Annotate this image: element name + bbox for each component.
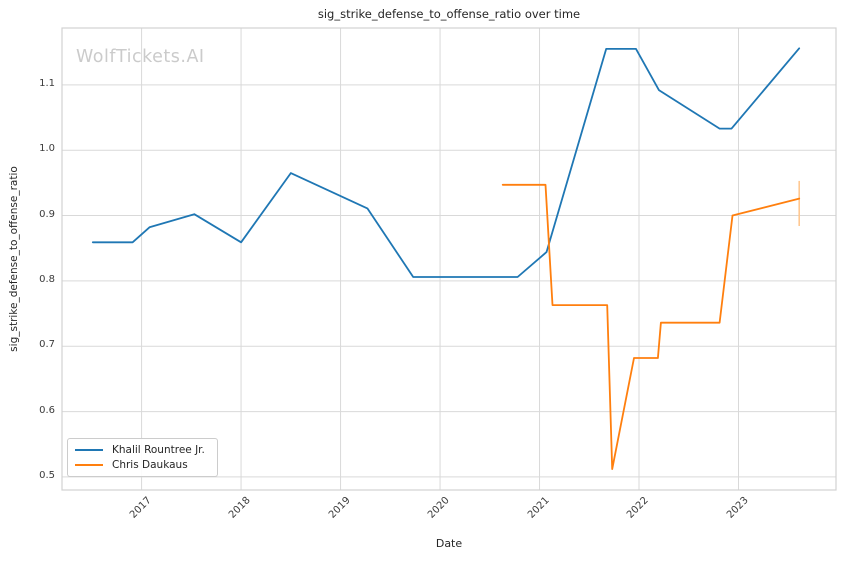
legend-item-chris-daukaus: Chris Daukaus	[75, 459, 217, 471]
legend-line-swatch-blue	[75, 448, 103, 451]
legend-label: Chris Daukaus	[112, 459, 188, 472]
series-line-khalil-rountree-jr	[91, 47, 801, 278]
watermark: WolfTickets.AI	[76, 47, 205, 67]
series-line-chris-daukaus	[501, 183, 801, 471]
axes-spines	[61, 27, 837, 491]
legend-label: Khalil Rountree Jr.	[112, 443, 205, 456]
chart-title: sig_strike_defense_to_offense_ratio over…	[317, 7, 581, 21]
x-axis-label: Date	[435, 537, 463, 550]
legend-item-khalil-rountree-jr: Khalil Rountree Jr.	[75, 444, 217, 456]
legend: Khalil Rountree Jr. Chris Daukaus	[67, 438, 218, 477]
legend-line-swatch-orange	[75, 464, 103, 467]
y-axis-label: sig_strike_defense_to_offense_ratio	[8, 166, 20, 352]
